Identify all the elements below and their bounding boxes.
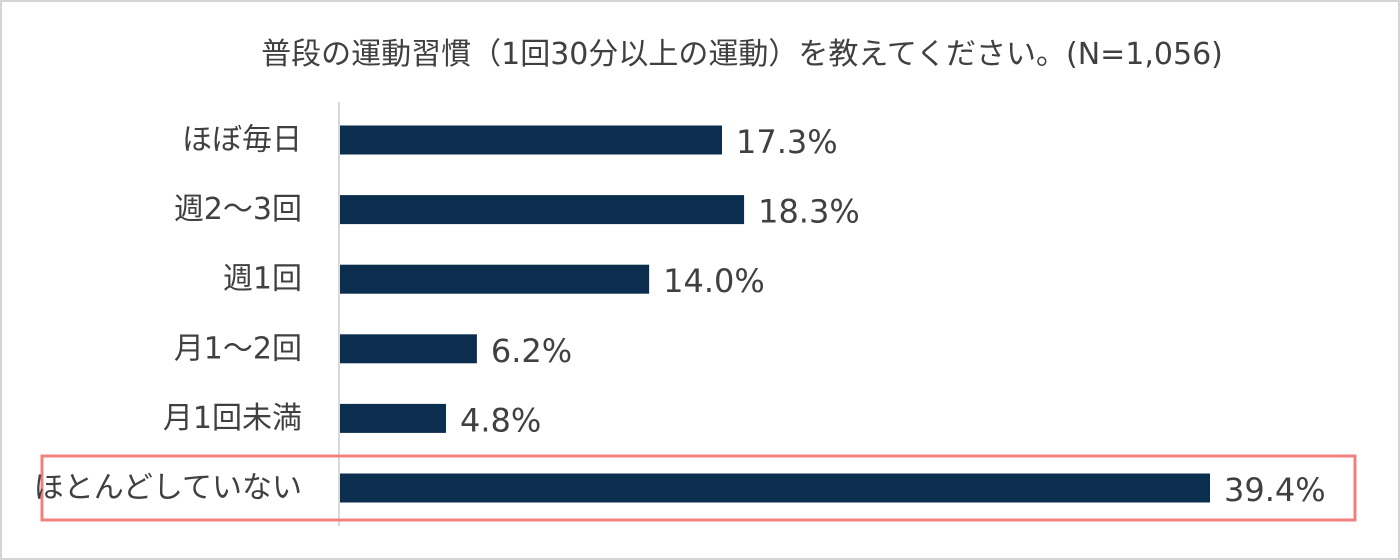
value-label: 17.3% xyxy=(736,123,838,161)
bars-group xyxy=(340,125,1210,503)
bar xyxy=(340,334,477,364)
highlight-group xyxy=(40,454,1357,522)
value-label: 6.2% xyxy=(491,332,572,370)
category-label: 週2～3回 xyxy=(174,192,302,227)
category-label: ほぼ毎日 xyxy=(182,123,302,158)
highlight-box xyxy=(40,454,1357,522)
category-label: 月1回未満 xyxy=(163,401,302,436)
bar xyxy=(340,264,650,294)
bar xyxy=(340,125,723,155)
bar xyxy=(340,473,1210,503)
value-label: 39.4% xyxy=(1224,471,1326,509)
category-label: 月1～2回 xyxy=(174,331,302,366)
chart-title: 普段の運動習慣（1回30分以上の運動）を教えてください。(N=1,056) xyxy=(261,37,1223,72)
category-label: ほとんどしていない xyxy=(34,471,302,506)
category-label: 週1回 xyxy=(223,262,302,297)
labels-group: ほぼ毎日 17.3% 週2～3回 18.3% 週1回 14.0% 月1～2回 6.2% 月1回未… xyxy=(34,123,1326,510)
value-label: 14.0% xyxy=(663,262,765,300)
bar xyxy=(340,195,745,225)
bar xyxy=(340,403,446,433)
value-label: 4.8% xyxy=(460,401,541,439)
value-label: 18.3% xyxy=(758,193,860,231)
